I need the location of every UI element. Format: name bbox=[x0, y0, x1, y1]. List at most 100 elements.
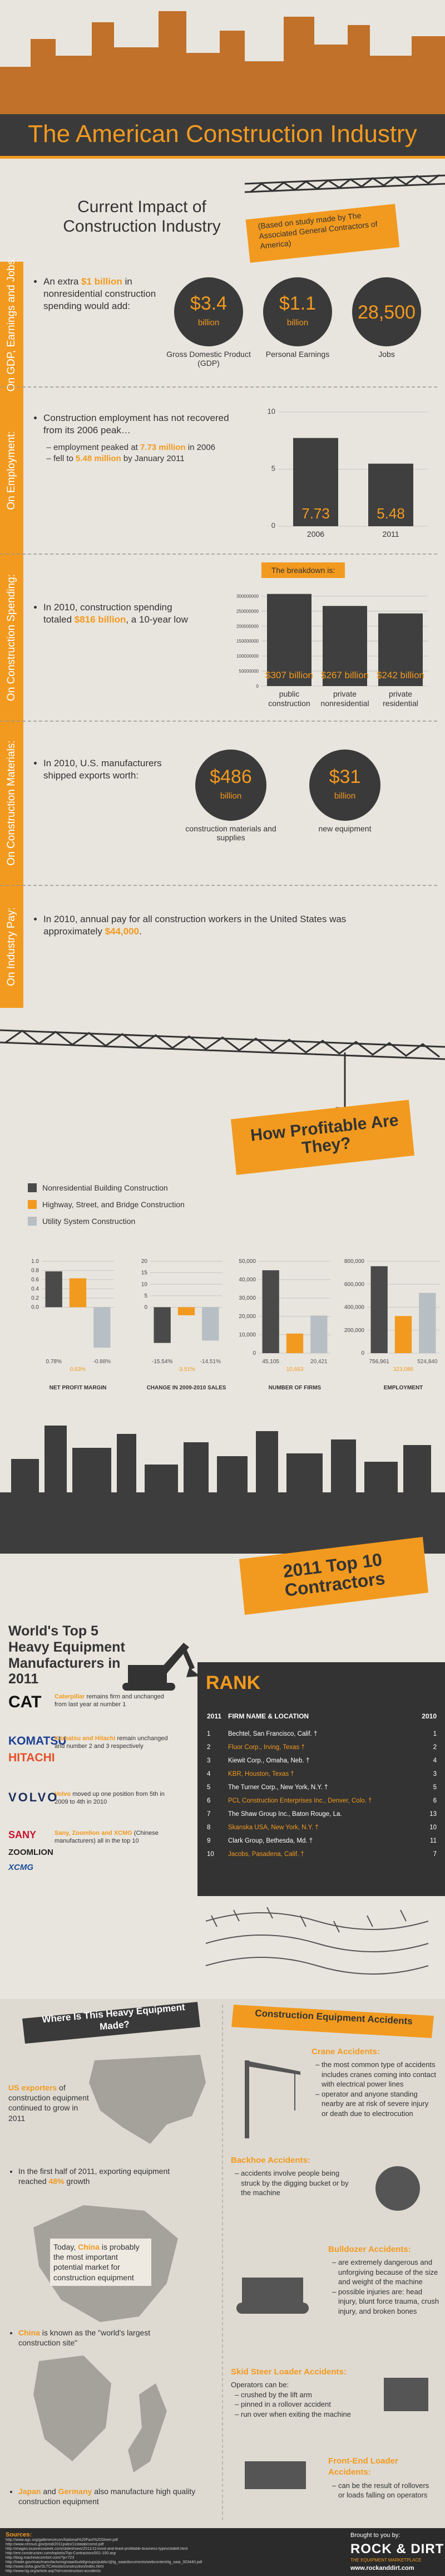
accident-list: are extremely dangerous and unforgiving … bbox=[328, 2257, 439, 2316]
barbed-wire bbox=[205, 1907, 429, 1975]
legend-label: Nonresidential Building Construction bbox=[42, 1183, 168, 1192]
separators bbox=[0, 386, 439, 886]
table-cell: KBR, Houston, Texas † bbox=[228, 1771, 294, 1777]
y-tick-label: 1.0 bbox=[31, 1258, 39, 1265]
table-cell: Skanska USA, New York, N.Y. † bbox=[228, 1824, 319, 1831]
made-item: US exporters of construction equipment c… bbox=[8, 2083, 92, 2123]
y-tick-label: 20,000 bbox=[239, 1314, 256, 1320]
accident-title: Skid Steer Loader Accidents: bbox=[231, 2367, 347, 2377]
contractors-banner bbox=[239, 1537, 428, 1615]
section-label: On Employment: bbox=[6, 431, 17, 510]
bar bbox=[323, 606, 367, 686]
made-item: Today, China is probably the most import… bbox=[50, 2239, 151, 2286]
pay-sentence: In 2010, annual pay for all construction… bbox=[43, 913, 395, 938]
source: http://www.census.gov/prod/2011pubs/11st… bbox=[6, 2543, 104, 2546]
y-tick-label: 0 bbox=[253, 1350, 256, 1356]
brand-url: www.rockanddirt.com bbox=[350, 2565, 414, 2572]
bar bbox=[267, 594, 312, 686]
accident-list: crushed by the lift armpinned in a rollo… bbox=[231, 2390, 370, 2420]
chart-title: NET PROFIT MARGIN bbox=[50, 1385, 107, 1391]
text-part: and bbox=[41, 2487, 58, 2496]
breakdown-box bbox=[261, 562, 345, 578]
x-tick-label: private residential bbox=[383, 689, 418, 708]
skyline bbox=[0, 11, 445, 114]
table-cell: 11 bbox=[430, 1838, 437, 1844]
table-cell: 4 bbox=[433, 1757, 437, 1764]
legend-swatch bbox=[28, 1200, 37, 1209]
bar bbox=[310, 1315, 328, 1353]
table-cell: 10 bbox=[429, 1824, 437, 1831]
table-cell: 6 bbox=[207, 1798, 211, 1804]
stat-circle bbox=[352, 277, 421, 346]
employment-sentence: Construction employment has not recovere… bbox=[43, 412, 245, 437]
title-rule bbox=[0, 156, 445, 159]
accident-list: accidents involve people being struck by… bbox=[231, 2168, 353, 2198]
value-label: 756,961 bbox=[369, 1359, 390, 1365]
stat-circle bbox=[195, 750, 266, 821]
y-tick-label: 40,000 bbox=[239, 1277, 256, 1283]
y-tick-label: 200,000 bbox=[344, 1328, 365, 1334]
accident-item: operator and anyone standing nearby are … bbox=[322, 2089, 437, 2119]
table-cell: 2 bbox=[207, 1744, 211, 1751]
manufacturer-note: Caterpillar remains firm and unchanged f… bbox=[55, 1693, 177, 1709]
text-part: is known as the "world's largest constru… bbox=[18, 2328, 151, 2348]
made-item-wrap: In the first half of 2011, exporting equ… bbox=[8, 2166, 192, 2186]
chart-title: EMPLOYMENT bbox=[384, 1385, 423, 1391]
stat-label: Jobs bbox=[378, 350, 395, 359]
stat-label: construction materials and supplies bbox=[185, 824, 276, 842]
text-part: also manufacture high quality constructi… bbox=[18, 2487, 196, 2506]
table-cell: The Shaw Group Inc., Baton Rouge, La. bbox=[228, 1811, 342, 1818]
table-cell: 6 bbox=[433, 1798, 437, 1804]
sources-title: Sources: bbox=[6, 2531, 32, 2538]
stat-value: $486 bbox=[210, 766, 252, 787]
section-label: On Construction Materials: bbox=[6, 740, 17, 866]
brand-tagline: THE EQUIPMENT MARKETPLACE bbox=[350, 2558, 422, 2563]
employment-bullet: employment peaked at 7.73 million in 200… bbox=[53, 442, 245, 453]
logo: CAT bbox=[8, 1693, 42, 1711]
stat-circle bbox=[174, 277, 243, 346]
accident-title: Bulldozer Accidents: bbox=[328, 2245, 411, 2254]
legend-swatch bbox=[28, 1217, 37, 1226]
y-tick-label: 0.2 bbox=[31, 1295, 39, 1301]
value-label: -3.51% bbox=[177, 1367, 195, 1373]
accident-title: Crane Accidents: bbox=[312, 2047, 380, 2056]
text-part: (Chinese manufacturers) all in the top 1… bbox=[55, 1830, 159, 1845]
logo: VOLVO bbox=[8, 1790, 59, 1804]
table-cell: Kiewit Corp., Omaha, Neb. † bbox=[228, 1757, 310, 1764]
impact-title: Current Impact of Construction Industry bbox=[63, 198, 221, 236]
y-tick-label: 800,000 bbox=[344, 1258, 365, 1265]
y-tick-label: 0.4 bbox=[31, 1286, 39, 1292]
accident-icons bbox=[236, 2060, 428, 2489]
stat-label: Gross Domestic Product (GDP) bbox=[166, 350, 251, 368]
text-part: fell to bbox=[53, 453, 76, 463]
bar bbox=[419, 1292, 436, 1353]
brand: ROCK & DIRT bbox=[350, 2541, 444, 2557]
bar bbox=[69, 1278, 87, 1307]
accident-title: Front-End Loader Accidents: bbox=[328, 2456, 398, 2477]
text-part: In 2010, annual pay for all construction… bbox=[43, 914, 347, 937]
y-tick-label: 600,000 bbox=[344, 1281, 365, 1287]
manufacturer-note: Sany, Zoomlion and XCMG (Chinese manufac… bbox=[55, 1829, 177, 1845]
table-cell: 3 bbox=[207, 1757, 211, 1764]
bar bbox=[293, 438, 338, 526]
text-part: moved up one position from 5th in 2009 t… bbox=[55, 1791, 165, 1806]
table-cell: Clark Group, Bethesda, Md. † bbox=[228, 1838, 313, 1844]
y-tick-label: 5 bbox=[271, 464, 275, 473]
x-tick-label: public construction bbox=[268, 689, 310, 708]
y-tick-label: 0 bbox=[144, 1305, 147, 1311]
made-banner bbox=[22, 2002, 200, 2044]
y-tick-label: 100000000 bbox=[236, 654, 259, 659]
value-label: -14.51% bbox=[200, 1359, 221, 1365]
text-part: 7.73 million bbox=[140, 443, 186, 453]
text-part: $44,000 bbox=[105, 926, 140, 937]
side-strip bbox=[0, 262, 23, 1008]
footer-bg bbox=[0, 2528, 445, 2576]
value-label: -15.54% bbox=[152, 1359, 172, 1365]
bar bbox=[202, 1307, 219, 1341]
y-tick-label: 0 bbox=[361, 1350, 364, 1356]
table-cell: 7 bbox=[207, 1811, 211, 1818]
text-part: China bbox=[18, 2328, 40, 2337]
source: http://www.agc.org/galleries/econ/Nation… bbox=[6, 2538, 118, 2542]
text-part: Today, bbox=[53, 2242, 78, 2251]
y-tick-label: 150000000 bbox=[236, 639, 259, 644]
